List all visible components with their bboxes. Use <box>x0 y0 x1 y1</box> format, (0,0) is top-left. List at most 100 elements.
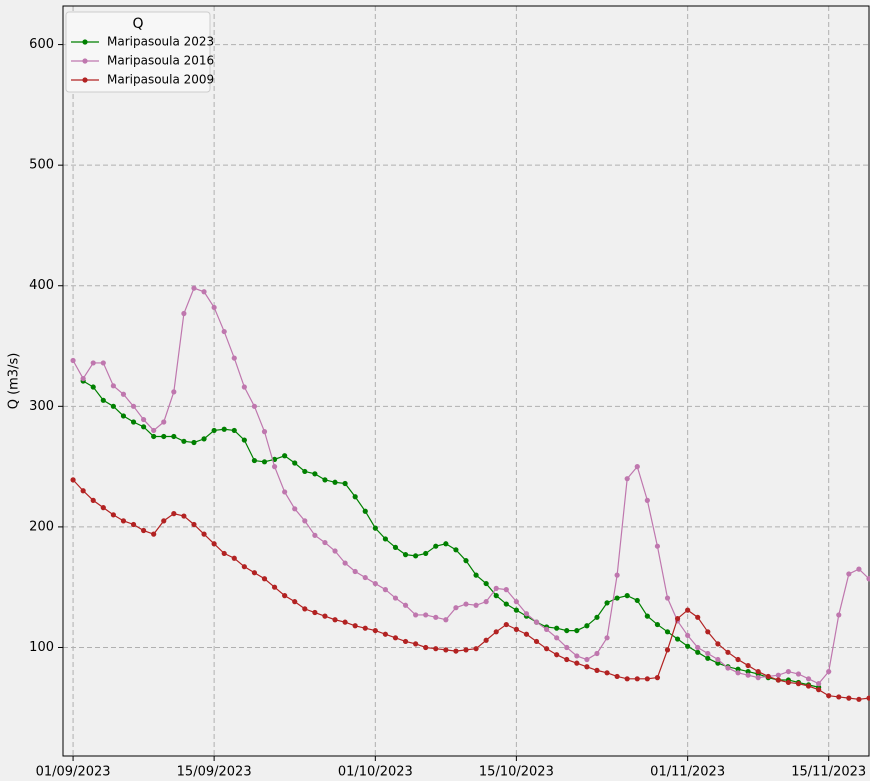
data-point <box>362 508 368 514</box>
data-point <box>805 683 812 689</box>
data-point <box>413 641 419 647</box>
data-point <box>654 675 661 681</box>
data-point <box>322 477 328 483</box>
data-point <box>453 605 459 611</box>
y-axis-label: Q (m3/s) <box>7 353 22 410</box>
data-point <box>100 360 106 366</box>
data-point <box>785 679 792 686</box>
data-point <box>725 649 731 655</box>
data-point <box>594 614 600 620</box>
data-point <box>402 552 409 558</box>
data-point <box>584 623 590 629</box>
data-point <box>453 648 459 654</box>
data-point <box>765 673 771 680</box>
data-point <box>191 521 197 528</box>
data-point <box>473 602 479 608</box>
data-point <box>141 527 147 534</box>
data-point <box>775 672 781 678</box>
data-point <box>533 638 540 645</box>
data-point <box>634 676 640 682</box>
data-point <box>251 570 258 576</box>
data-point <box>201 289 207 295</box>
data-point <box>634 464 640 470</box>
data-point <box>130 419 137 425</box>
x-tick-label: 15/09/2023 <box>177 765 252 780</box>
data-point <box>100 505 106 511</box>
data-point <box>513 626 519 632</box>
data-point <box>453 547 459 553</box>
data-point <box>574 653 580 659</box>
data-point <box>695 649 701 655</box>
data-point <box>151 427 157 434</box>
x-tick-label: 01/10/2023 <box>338 765 413 780</box>
data-point <box>181 513 187 519</box>
data-point <box>483 580 489 587</box>
data-point <box>392 544 399 550</box>
data-point <box>322 613 328 619</box>
data-point <box>201 531 207 537</box>
data-point <box>423 550 429 557</box>
data-point <box>513 599 519 605</box>
data-point <box>161 433 167 440</box>
data-point <box>584 656 590 663</box>
data-point <box>644 676 650 682</box>
data-point <box>271 584 278 590</box>
data-point <box>594 650 600 657</box>
data-point <box>856 566 862 572</box>
data-point <box>735 666 741 672</box>
x-tick-label: 15/10/2023 <box>479 765 554 780</box>
data-point <box>473 572 479 578</box>
data-point <box>664 595 671 601</box>
plot-frame <box>62 5 870 757</box>
data-point <box>151 531 157 537</box>
data-point <box>372 627 378 634</box>
data-point <box>312 609 318 616</box>
legend-label: Maripasoula 2016 <box>107 54 214 68</box>
data-point <box>181 310 187 317</box>
data-point <box>292 599 298 605</box>
data-point <box>836 612 842 618</box>
data-point <box>352 568 358 575</box>
data-point <box>624 676 630 682</box>
data-point <box>795 681 802 687</box>
data-point <box>423 612 429 618</box>
data-point <box>785 668 792 675</box>
data-point <box>241 384 247 390</box>
y-tick-label: 300 <box>29 399 54 414</box>
data-point <box>523 611 530 617</box>
data-point <box>695 644 701 651</box>
y-tick-label: 100 <box>29 640 54 655</box>
data-point <box>221 328 227 335</box>
data-point <box>745 662 751 669</box>
data-point <box>604 600 610 606</box>
data-point <box>554 625 560 631</box>
data-point <box>755 675 761 681</box>
data-point <box>483 637 489 643</box>
data-point <box>292 506 298 512</box>
data-point <box>634 597 640 604</box>
data-point <box>312 471 318 477</box>
data-point <box>755 668 761 675</box>
data-point <box>866 695 870 701</box>
data-point <box>342 480 348 487</box>
data-point <box>110 512 116 518</box>
data-point <box>473 646 479 652</box>
data-point <box>574 627 580 634</box>
data-point <box>352 494 358 500</box>
data-point <box>826 668 832 675</box>
data-point <box>483 599 489 605</box>
data-point <box>342 619 348 625</box>
data-point <box>443 617 449 623</box>
data-point <box>130 403 137 409</box>
data-point <box>433 543 439 549</box>
data-point <box>654 543 661 549</box>
data-point <box>392 595 399 601</box>
data-point <box>604 635 610 641</box>
data-point <box>392 635 399 641</box>
data-point <box>261 459 268 465</box>
data-point <box>594 667 600 673</box>
data-point <box>715 656 721 663</box>
data-point <box>151 433 157 440</box>
data-point <box>221 426 227 432</box>
data-point <box>181 438 187 444</box>
